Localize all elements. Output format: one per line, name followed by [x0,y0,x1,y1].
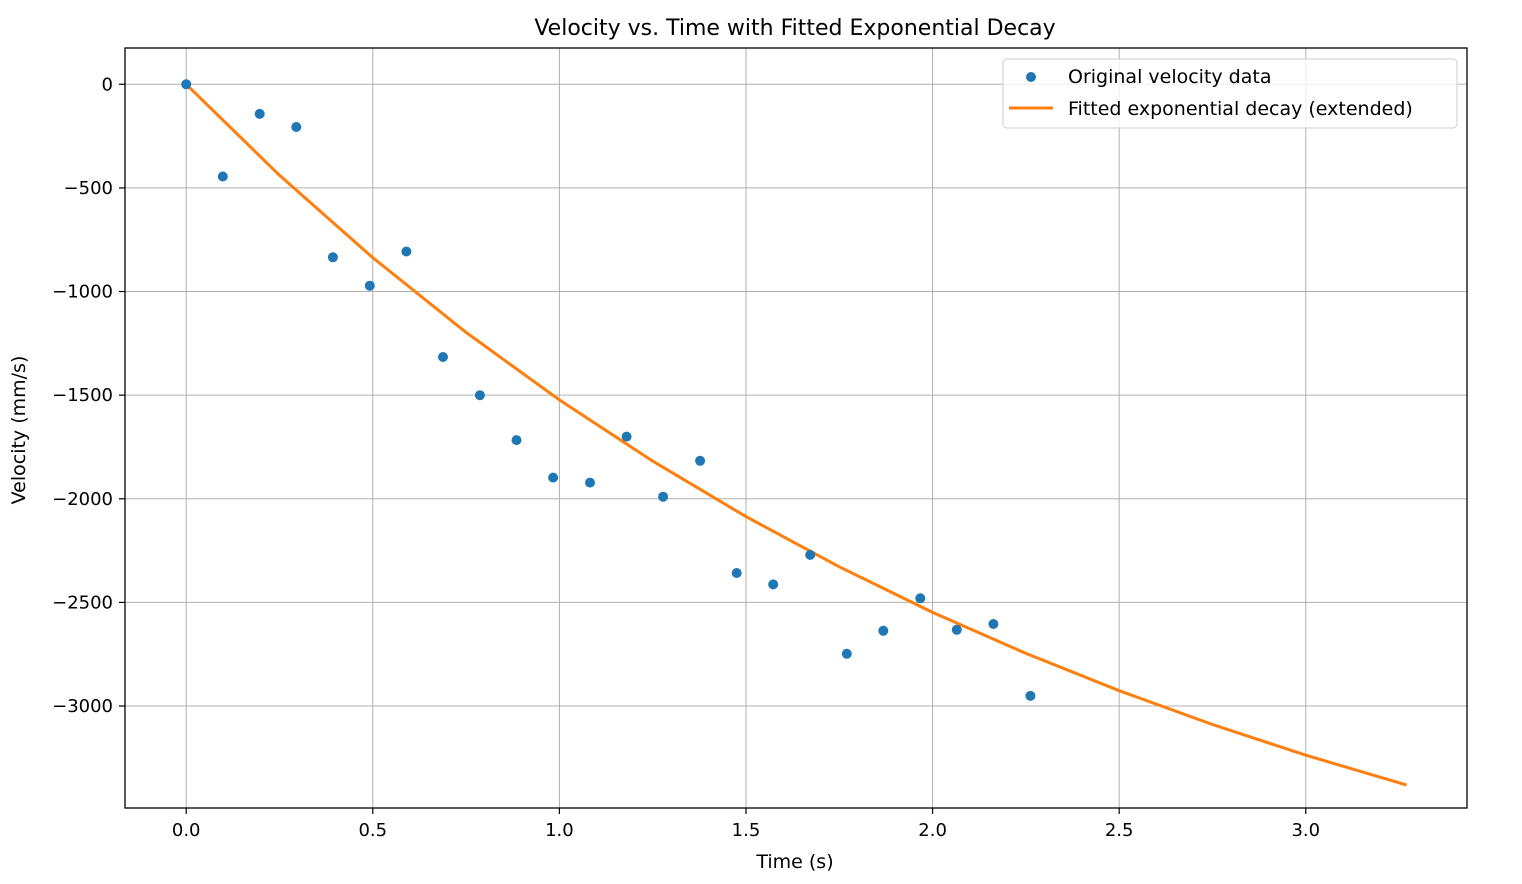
data-point [291,122,302,132]
data-point [731,568,742,578]
data-point [695,455,706,466]
y-axis: 0 −500 −1000 −1500 −2000 −2500 −3000 [52,74,125,717]
data-point [401,246,412,257]
x-tick-label: 1.0 [545,820,574,841]
data-point [658,491,669,502]
x-axis-label: Time (s) [755,851,833,873]
data-point [768,579,779,590]
axes-frame [124,47,1468,809]
legend: Original velocity data Fitted exponentia… [1002,58,1458,129]
data-point [951,624,962,635]
data-point [254,108,265,119]
x-tick-label: 0.0 [172,820,201,841]
data-point [327,252,338,263]
data-point [181,79,192,90]
fit-line [185,83,1407,787]
x-tick-label: 3.0 [1291,820,1320,841]
grid-lines [125,48,1467,808]
legend-marker-points [1026,72,1036,82]
y-tick-label: −3000 [52,696,113,717]
y-tick-label: 0 [102,74,113,95]
data-point [915,593,926,604]
data-point [1025,690,1036,701]
x-tick-label: 0.5 [358,820,387,841]
x-tick-label: 2.0 [918,820,947,841]
y-tick-label: −1000 [52,282,113,303]
legend-box [1002,58,1458,129]
data-point [438,352,448,362]
y-tick-label: −2000 [52,489,113,510]
x-axis: 0.0 0.5 1.0 1.5 2.0 2.5 3.0 [172,808,1320,841]
x-tick-label: 2.5 [1105,820,1134,841]
chart-title: Velocity vs. Time with Fitted Exponentia… [534,16,1055,41]
data-point [364,280,375,291]
data-point [841,648,852,659]
data-point [585,477,595,488]
data-point [805,549,816,560]
legend-label-points: Original velocity data [1068,66,1271,88]
data-point [621,431,632,442]
y-tick-label: −500 [64,178,113,199]
data-point [217,171,228,182]
legend-label-fit: Fitted exponential decay (extended) [1068,98,1413,120]
data-point [878,625,889,636]
y-tick-label: −1500 [52,385,113,406]
data-point [511,435,522,446]
y-axis-label: Velocity (mm/s) [8,356,30,505]
plot-area [181,79,1407,787]
x-tick-label: 1.5 [732,820,761,841]
data-point [548,472,559,483]
data-point [474,390,485,401]
data-point [988,619,999,629]
y-tick-label: −2500 [52,592,113,613]
